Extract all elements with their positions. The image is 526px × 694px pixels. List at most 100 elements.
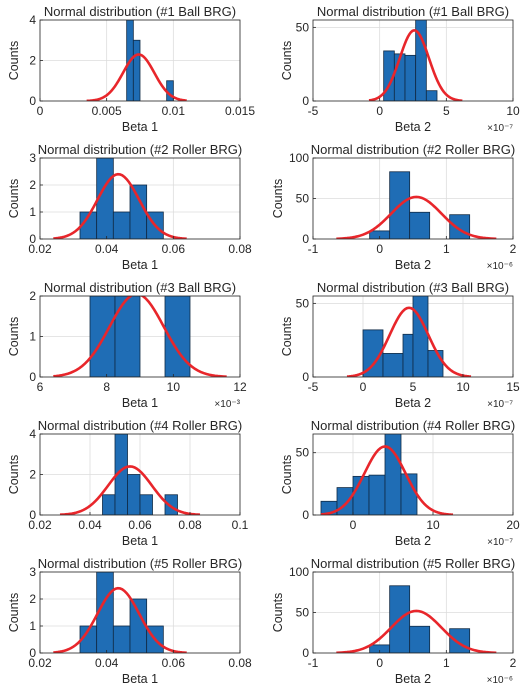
x-axis-label: Beta 2	[395, 258, 431, 272]
histogram-bar	[425, 90, 438, 101]
x-exponent-label: ×10⁻³	[214, 399, 240, 410]
y-axis-label: Counts	[280, 41, 294, 81]
subplot-title: Normal distribution (#3 Ball BRG)	[317, 280, 509, 295]
subplot-title: Normal distribution (#5 Roller BRG)	[38, 556, 242, 571]
y-tick-label: 2	[29, 468, 36, 482]
y-tick-label: 0	[29, 646, 36, 660]
normal-fit-curve	[320, 445, 454, 515]
histogram-bar	[449, 628, 471, 653]
x-tick-label: 0.015	[225, 104, 255, 118]
x-tick-label: 0.06	[162, 656, 186, 670]
y-tick-label: 3	[29, 151, 36, 165]
subplot-title: Normal distribution (#4 Roller BRG)	[38, 418, 242, 433]
histogram-bar	[402, 333, 414, 377]
y-axis-label: Counts	[7, 179, 21, 219]
histogram-bar	[384, 434, 402, 515]
y-tick-label: 0	[302, 646, 309, 660]
subplot-title: Normal distribution (#4 Roller BRG)	[311, 418, 515, 433]
y-tick-label: 50	[296, 296, 310, 310]
x-axis-label: Beta 1	[122, 396, 158, 410]
x-tick-label: 0.04	[95, 656, 119, 670]
x-axis-label: Beta 1	[122, 672, 158, 686]
x-tick-label: 0.06	[162, 242, 186, 256]
y-tick-label: 2	[29, 289, 36, 303]
subplot-title: Normal distribution (#1 Ball BRG)	[317, 4, 509, 19]
histogram-bar	[112, 625, 131, 653]
x-tick-label: 12	[233, 380, 247, 394]
x-exponent-label: ×10⁻⁷	[487, 399, 513, 410]
x-tick-label: 0.06	[128, 518, 152, 532]
subplot-title: Normal distribution (#2 Roller BRG)	[38, 142, 242, 157]
x-tick-label: 10	[506, 104, 520, 118]
normal-fit-curve	[336, 609, 497, 653]
y-axis-label: Counts	[271, 593, 285, 633]
normal-fit-curve	[336, 195, 497, 239]
axes-frame	[312, 19, 514, 102]
x-tick-label: 0.04	[95, 242, 119, 256]
bars	[79, 158, 164, 239]
x-exponent-label: ×10⁻⁷	[487, 123, 513, 134]
histogram-bar	[449, 214, 471, 239]
x-tick-label: 5	[410, 380, 417, 394]
y-tick-label: 50	[296, 606, 310, 620]
y-tick-label: 2	[29, 54, 36, 68]
y-tick-label: 50	[296, 192, 310, 206]
histogram-bar	[404, 54, 417, 101]
y-tick-label: 2	[29, 178, 36, 192]
histogram-bar	[132, 39, 141, 101]
histogram-bar	[102, 494, 116, 515]
x-tick-label: 0	[376, 242, 383, 256]
x-exponent-label: ×10⁻⁶	[487, 261, 513, 272]
x-tick-label: 0.02	[28, 518, 52, 532]
histogram-bar	[409, 211, 431, 239]
y-tick-label: 0	[29, 508, 36, 522]
y-axis-label: Counts	[271, 179, 285, 219]
x-tick-label: 0.02	[28, 656, 52, 670]
y-tick-label: 0	[302, 370, 309, 384]
y-tick-label: 50	[296, 446, 310, 460]
x-tick-label: -1	[308, 242, 319, 256]
normal-fit-curve	[368, 28, 463, 101]
histogram-bar	[368, 474, 386, 515]
x-tick-label: 10	[426, 518, 440, 532]
normal-fit-curve	[53, 296, 227, 377]
y-tick-label: 1	[29, 619, 36, 633]
x-axis-label: Beta 1	[122, 534, 158, 548]
x-tick-label: 0	[350, 518, 357, 532]
y-tick-label: 0	[302, 508, 309, 522]
subplot-title: Normal distribution (#5 Roller BRG)	[311, 556, 515, 571]
x-axis-label: Beta 2	[395, 120, 431, 134]
bars	[102, 434, 178, 515]
y-tick-label: 1	[29, 330, 36, 344]
axes-frame	[39, 571, 241, 654]
y-tick-label: 4	[29, 13, 36, 27]
x-tick-label: -1	[308, 656, 319, 670]
x-tick-label: 0.02	[28, 242, 52, 256]
x-tick-label: 0	[376, 656, 383, 670]
x-tick-label: 6	[37, 380, 44, 394]
x-axis-label: Beta 2	[395, 396, 431, 410]
y-axis-label: Counts	[7, 455, 21, 495]
histogram-bar	[427, 350, 444, 377]
y-axis-label: Counts	[280, 317, 294, 357]
y-tick-label: 4	[29, 427, 36, 441]
x-axis-label: Beta 1	[122, 258, 158, 272]
y-axis-label: Counts	[7, 41, 21, 81]
histogram-bar	[336, 487, 354, 515]
y-axis-label: Counts	[7, 317, 21, 357]
axes-frame	[39, 157, 241, 240]
histogram-bar	[114, 296, 141, 377]
y-tick-label: 100	[289, 151, 309, 165]
x-axis-label: Beta 2	[395, 672, 431, 686]
x-tick-label: 2	[510, 656, 517, 670]
x-tick-label: 1	[443, 656, 450, 670]
histogram-bar	[129, 598, 148, 653]
y-tick-label: 3	[29, 565, 36, 579]
x-tick-label: 0.08	[178, 518, 202, 532]
y-tick-label: 50	[296, 20, 310, 34]
